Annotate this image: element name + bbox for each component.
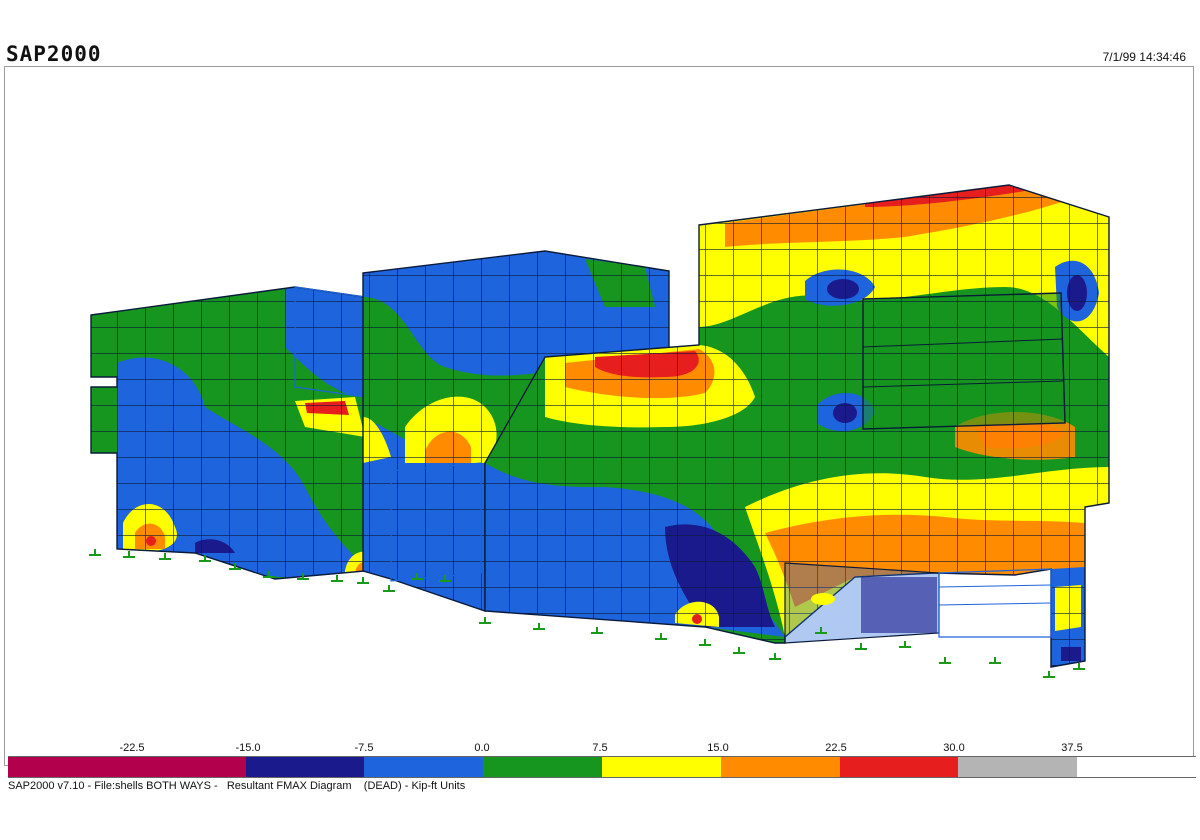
legend-swatch [364,757,484,777]
color-legend-bar [8,756,1196,778]
legend-tick-label: 15.0 [707,742,729,754]
contour-diagram [89,184,1110,678]
model-viewport[interactable] [4,66,1194,766]
app-title: SAP2000 [6,42,102,66]
legend-tick-label: 0.0 [474,742,490,754]
timestamp: 7/1/99 14:34:46 [1102,50,1186,64]
legend-tick-label: 30.0 [943,742,965,754]
legend-swatch [839,757,959,777]
legend-swatch [126,757,246,777]
legend-swatch [601,757,721,777]
legend-tick-labels: -22.5 -15.0 -7.5 0.0 7.5 15.0 22.5 30.0 … [8,742,1196,756]
middle-recessed-frame [390,462,482,582]
legend-tick-label: 22.5 [825,742,847,754]
support-symbols [89,549,1085,678]
legend-tick-label: 7.5 [592,742,608,754]
legend-tick-label: -15.0 [235,742,261,754]
legend-swatch [245,757,365,777]
left-block [90,286,366,580]
legend-swatch [720,757,840,777]
legend-tick-label: 37.5 [1061,742,1083,754]
status-caption: SAP2000 v7.10 - File:shells BOTH WAYS - … [8,780,466,792]
right-dark-blue-block [861,577,937,633]
right-open-frame [938,568,1052,638]
right-yellow-spot-under [811,593,835,605]
legend-tick-label: -22.5 [119,742,145,754]
legend-swatch [8,757,127,777]
legend-tick-label: -7.5 [354,742,374,754]
legend-swatch [958,757,1078,777]
legend-swatch [1077,757,1196,777]
legend-swatch [483,757,602,777]
